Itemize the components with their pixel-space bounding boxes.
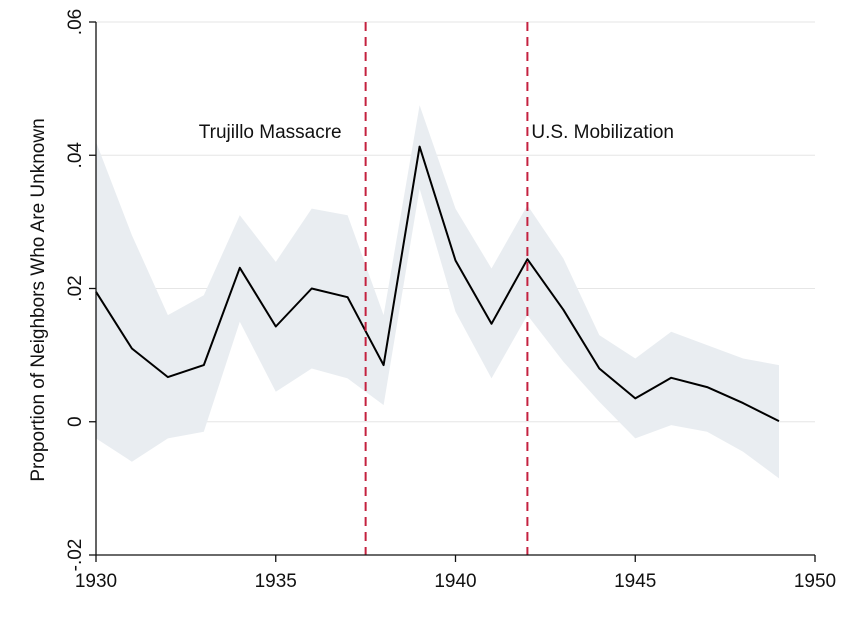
y-axis-title: Proportion of Neighbors Who Are Unknown (28, 118, 49, 481)
y-tick-label-4: .06 (65, 9, 86, 35)
y-tick-label-3: .04 (65, 142, 86, 169)
confidence-band (96, 105, 779, 479)
y-tick-label-0: -.02 (65, 539, 86, 572)
x-tick-label-0: 1930 (75, 571, 117, 592)
event-markers: Trujillo Massacre U.S. Mobilization (199, 22, 674, 555)
series-line (95, 145, 780, 422)
x-tick-label-4: 1950 (794, 571, 836, 592)
event-label-0: Trujillo Massacre (199, 122, 342, 143)
x-tick-label-1: 1935 (255, 571, 297, 592)
y-tick-label-2: .02 (65, 275, 86, 301)
event-label-1: U.S. Mobilization (531, 122, 674, 143)
confidence-band-group (96, 105, 779, 479)
x-tick-label-3: 1945 (614, 571, 656, 592)
series-line-group (95, 145, 780, 422)
axes: -.02 0 .02 .04 .06 1930 1935 1940 1945 1950 (65, 9, 836, 592)
y-tick-label-1: 0 (65, 416, 86, 427)
x-tick-label-2: 1940 (434, 571, 476, 592)
